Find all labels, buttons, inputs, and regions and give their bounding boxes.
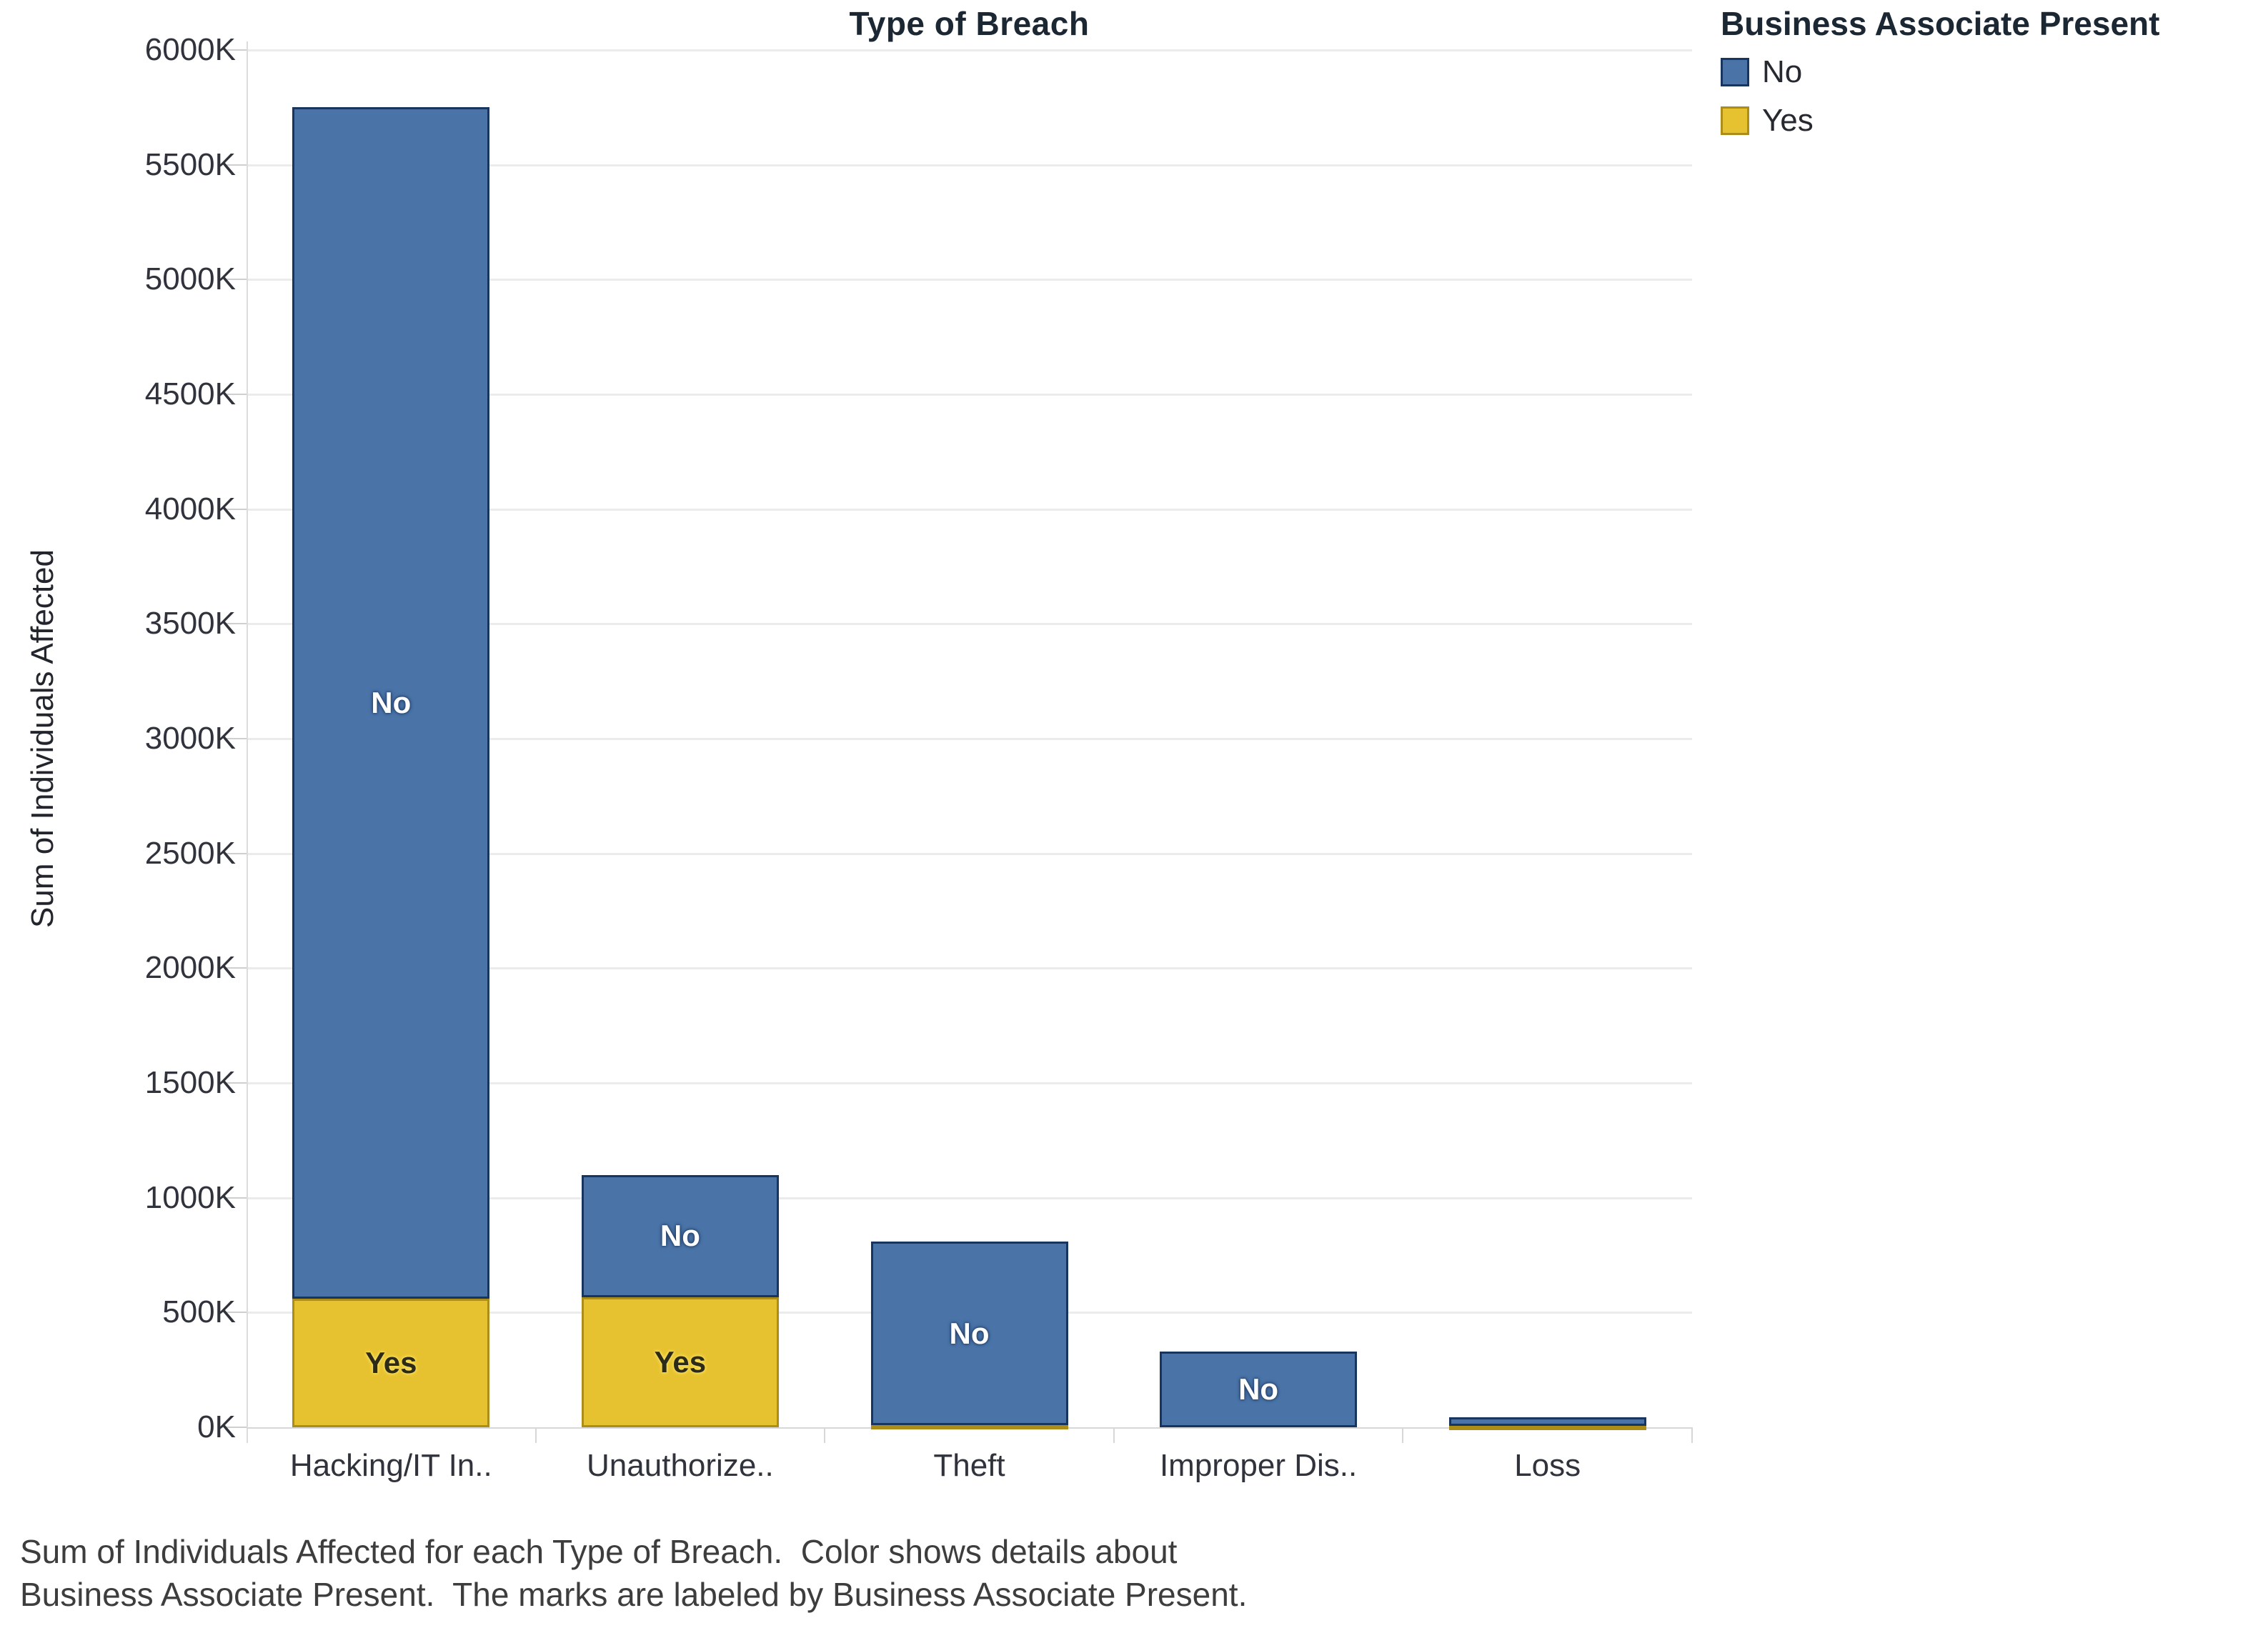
y-tick-mark [225,852,247,854]
bar-segment-improper-dis-no[interactable] [1160,1351,1358,1427]
caption-line-1: Sum of Individuals Affected for each Typ… [20,1533,1178,1570]
gridline [247,279,1692,281]
caption: Sum of Individuals Affected for each Typ… [20,1530,1735,1616]
legend-swatch-yes [1721,106,1749,135]
legend-item-yes[interactable]: Yes [1721,103,2264,139]
gridline [247,1082,1692,1084]
y-tick-label: 1500K [144,1065,236,1100]
y-tick-label: 0K [197,1409,236,1444]
y-tick-mark [225,1197,247,1199]
x-axis-separator-tick [1402,1427,1404,1443]
gridline [247,738,1692,740]
gridline [247,508,1692,511]
y-tick-mark [225,508,247,510]
gridline [247,1197,1692,1199]
x-axis-separator-tick [1113,1427,1115,1443]
bar-segment-unauthorize-no[interactable] [581,1174,779,1298]
y-tick-label: 6000K [144,32,236,67]
x-axis-label-loss: Loss [1514,1448,1581,1483]
legend-item-no[interactable]: No [1721,54,2264,90]
y-tick-label: 2500K [144,835,236,871]
caption-line-2: Business Associate Present. The marks ar… [20,1576,1248,1613]
x-axis-label-theft: Theft [933,1448,1005,1483]
x-axis-label-hacking-it-in: Hacking/IT In.. [289,1448,492,1483]
y-tick-mark [225,164,247,166]
legend-label: No [1762,54,1803,89]
y-tick-label: 4000K [144,491,236,526]
bar-segment-loss-no[interactable] [1448,1417,1646,1427]
y-tick-label: 1000K [144,1179,236,1215]
x-axis-separator-tick [534,1427,537,1443]
bar-segment-loss-yes[interactable] [1448,1426,1646,1431]
bar-segment-hacking-it-in-no[interactable] [292,107,490,1299]
y-tick-mark [225,394,247,395]
y-tick-mark [225,279,247,281]
y-axis-title: Sum of Individuals Affected [25,549,60,928]
gridline [247,49,1692,51]
x-axis-label-unauthorize: Unauthorize.. [587,1448,774,1483]
y-tick-label: 4500K [144,376,236,411]
y-tick-label: 2000K [144,950,236,986]
y-tick-mark [225,1427,247,1428]
legend-title: Business Associate Present [1721,5,2160,42]
legend: Business Associate Present No Yes [1721,4,2264,139]
y-axis-line [247,41,248,1443]
bar-segment-theft-yes[interactable] [870,1425,1068,1430]
x-axis-separator-tick [824,1427,826,1443]
x-axis-label-improper-dis: Improper Dis.. [1159,1448,1358,1483]
bar-segment-theft-no[interactable] [870,1242,1068,1426]
gridline [247,852,1692,855]
gridline [247,623,1692,626]
legend-items: No Yes [1721,54,2264,139]
legend-swatch-no [1721,58,1749,86]
y-tick-mark [225,967,247,969]
y-tick-mark [225,49,247,51]
bar-segment-unauthorize-yes[interactable] [581,1297,779,1427]
gridline [247,164,1692,166]
y-tick-mark [225,623,247,625]
x-axis-separator-tick [1691,1427,1693,1443]
gridline [247,394,1692,396]
y-tick-mark [225,738,247,739]
y-tick-label: 500K [162,1294,236,1330]
y-tick-label: 3000K [144,721,236,756]
legend-label: Yes [1762,103,1814,138]
gridline [247,967,1692,970]
bar-segment-hacking-it-in-yes[interactable] [292,1299,490,1427]
y-tick-label: 5500K [144,146,236,182]
y-tick-label: 5000K [144,261,236,297]
chart-title: Type of Breach [849,5,1090,42]
y-tick-mark [225,1312,247,1314]
y-tick-mark [225,1082,247,1084]
y-tick-label: 3500K [144,606,236,641]
